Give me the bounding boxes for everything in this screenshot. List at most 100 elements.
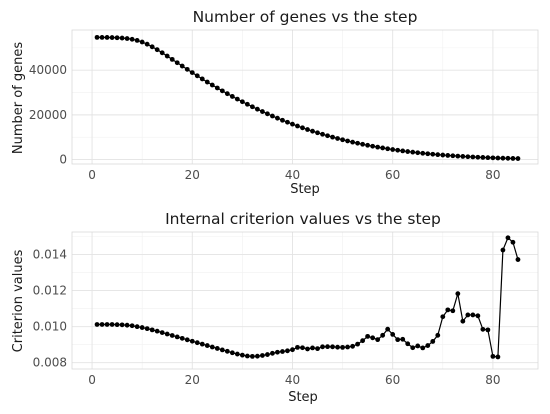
genes-data-point xyxy=(430,151,436,157)
genes-data-point xyxy=(204,79,210,85)
genes-x-tick-label: 80 xyxy=(485,168,500,182)
genes-data-point xyxy=(114,35,120,41)
criterion-data-point xyxy=(219,347,225,353)
criterion-chart-series xyxy=(94,235,521,360)
genes-data-point xyxy=(290,121,295,127)
genes-data-point xyxy=(385,146,391,152)
genes-data-point xyxy=(420,150,426,156)
genes-data-point xyxy=(229,94,235,99)
genes-data-point xyxy=(480,155,486,160)
genes-data-point xyxy=(425,151,431,157)
genes-data-point xyxy=(315,130,320,136)
genes-data-point xyxy=(470,154,476,160)
genes-data-point xyxy=(104,35,110,40)
criterion-data-point xyxy=(385,326,391,332)
criterion-data-point xyxy=(265,352,270,357)
genes-data-point xyxy=(365,142,371,148)
criterion-data-point xyxy=(320,344,325,350)
criterion-chart-panel: Internal criterion values vs the step St… xyxy=(11,210,539,405)
genes-data-point xyxy=(375,144,381,150)
criterion-data-point xyxy=(209,344,215,350)
criterion-data-point xyxy=(239,352,245,358)
criterion-x-tick-label: 60 xyxy=(385,373,400,387)
criterion-data-point xyxy=(395,337,401,343)
genes-data-point xyxy=(285,119,290,125)
criterion-data-point xyxy=(104,322,110,327)
genes-chart-grid xyxy=(71,29,539,165)
genes-data-point xyxy=(300,125,305,131)
criterion-data-point xyxy=(485,327,491,333)
criterion-data-point xyxy=(169,333,175,338)
genes-data-point xyxy=(475,154,481,160)
criterion-data-point xyxy=(154,328,160,334)
genes-x-tick-label: 40 xyxy=(285,168,300,182)
genes-data-point xyxy=(450,153,456,159)
genes-y-tick-label: 40000 xyxy=(29,63,67,77)
genes-data-point xyxy=(224,91,230,97)
genes-data-point xyxy=(515,156,521,161)
criterion-data-point xyxy=(325,344,330,350)
genes-data-point xyxy=(124,36,130,41)
genes-data-point xyxy=(139,39,145,45)
genes-data-point xyxy=(460,154,466,159)
criterion-data-point xyxy=(330,344,335,350)
genes-chart-y-axis-title: Number of genes xyxy=(11,42,26,155)
genes-data-point xyxy=(270,113,275,119)
criterion-data-point xyxy=(270,350,275,356)
genes-data-point xyxy=(330,134,335,140)
genes-data-point xyxy=(169,56,175,62)
genes-chart-x-axis-title: Step xyxy=(290,182,320,197)
criterion-data-point xyxy=(350,343,355,349)
genes-data-point xyxy=(275,115,280,121)
genes-data-point xyxy=(505,155,511,161)
criterion-data-point xyxy=(500,247,506,253)
genes-data-point xyxy=(350,139,355,145)
criterion-y-tick-label: 0.014 xyxy=(33,248,67,262)
genes-chart-title: Number of genes vs the step xyxy=(193,8,418,26)
criterion-data-point xyxy=(430,339,436,344)
genes-x-tick-label: 60 xyxy=(385,168,400,182)
genes-x-tick-label: 20 xyxy=(185,168,200,182)
genes-data-point xyxy=(119,35,125,41)
criterion-data-point xyxy=(510,239,516,245)
criterion-data-point xyxy=(134,324,140,330)
criterion-data-point xyxy=(290,347,295,353)
criterion-x-tick-label: 40 xyxy=(285,373,300,387)
criterion-data-point xyxy=(450,308,456,314)
genes-data-point xyxy=(360,141,366,147)
genes-data-point xyxy=(129,36,135,42)
genes-chart-series xyxy=(94,34,521,161)
criterion-data-point xyxy=(480,326,486,332)
genes-y-tick-label: 0 xyxy=(59,153,67,167)
criterion-data-point xyxy=(370,335,376,341)
genes-data-point xyxy=(445,153,451,158)
criterion-data-point xyxy=(425,343,431,348)
criterion-data-point xyxy=(295,344,300,350)
criterion-data-point xyxy=(260,353,265,358)
criterion-data-point xyxy=(119,322,125,328)
criterion-data-point xyxy=(390,331,396,337)
criterion-data-point xyxy=(470,312,476,318)
criterion-chart-ticks: 0 20 40 60 80 0.008 0.010 0.012 0.014 xyxy=(33,248,501,387)
criterion-data-point xyxy=(490,353,496,359)
genes-data-point xyxy=(94,34,100,40)
genes-data-point xyxy=(174,60,180,66)
genes-data-point xyxy=(194,73,200,79)
genes-data-point xyxy=(435,152,441,158)
criterion-data-point xyxy=(335,344,340,350)
criterion-data-point xyxy=(249,353,255,359)
criterion-data-point xyxy=(194,340,200,346)
genes-data-point xyxy=(239,99,245,105)
criterion-data-point xyxy=(465,312,471,318)
criterion-data-point xyxy=(475,313,481,319)
criterion-data-point xyxy=(345,344,350,350)
criterion-data-point xyxy=(445,307,451,313)
criterion-y-tick-label: 0.008 xyxy=(33,356,67,370)
criterion-x-tick-label: 0 xyxy=(88,373,96,387)
genes-data-point xyxy=(255,106,260,112)
genes-chart-panel: Number of genes vs the step Step Number … xyxy=(11,8,539,197)
genes-data-point xyxy=(209,82,215,88)
criterion-chart-title: Internal criterion values vs the step xyxy=(165,210,441,228)
criterion-data-point xyxy=(280,349,285,354)
